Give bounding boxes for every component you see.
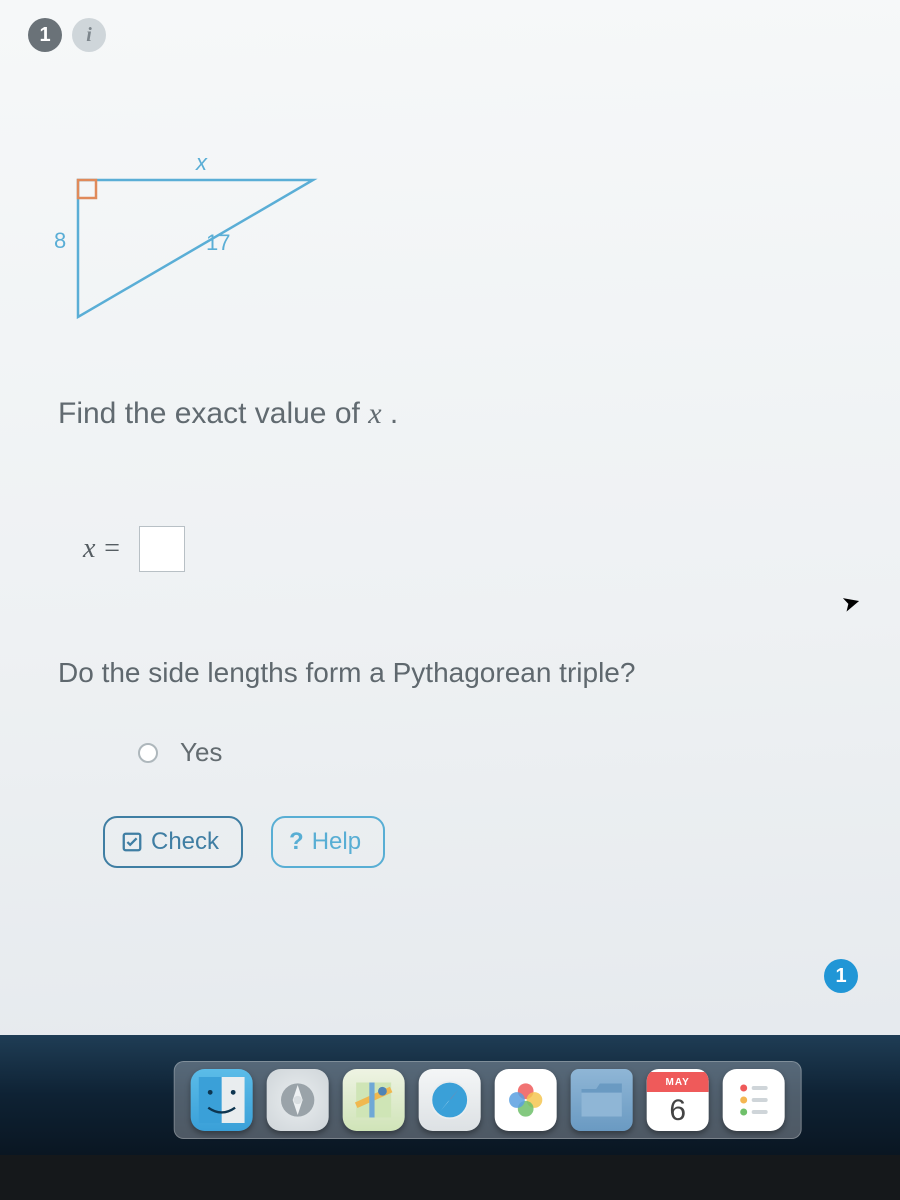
triangle-label-left: 8 [54,228,66,254]
question-2-text: Do the side lengths form a Pythagorean t… [58,657,872,689]
triangle-shape [78,180,313,317]
dock-reminders[interactable] [723,1069,785,1131]
check-button-label: Check [151,828,219,856]
desktop-wallpaper-strip: MAY 6 [0,1035,900,1155]
dock-safari[interactable] [419,1069,481,1131]
help-button-label: Help [312,828,361,856]
check-icon [121,831,143,853]
right-angle-marker [78,180,96,198]
cursor-icon: ➤ [839,588,864,618]
answer-lhs: x = [83,533,121,565]
info-icon[interactable]: i [72,18,106,52]
help-button[interactable]: ? Help [271,816,385,868]
attempt-count-badge: 1 [824,959,858,993]
dock-launchpad[interactable] [267,1069,329,1131]
q1-suffix: . [382,397,399,430]
question-header: 1 i [28,18,872,52]
answer-row: x = [83,526,872,572]
triangle-label-hyp: 17 [206,230,230,256]
triangle-diagram: x 8 17 [58,172,358,342]
macos-dock: MAY 6 [174,1061,802,1139]
question-1-text: Find the exact value of x . [58,397,872,431]
help-icon: ? [289,828,304,856]
monitor-bezel [0,1155,900,1200]
action-buttons: Check ? Help [103,816,872,868]
calendar-day-label: 6 [669,1094,686,1128]
dock-maps[interactable] [343,1069,405,1131]
dock-finder[interactable] [191,1069,253,1131]
dock-photos[interactable] [495,1069,557,1131]
q1-var: x [368,397,381,430]
answer-input[interactable] [139,526,185,572]
question-number-badge: 1 [28,18,62,52]
check-button[interactable]: Check [103,816,243,868]
calendar-month-label: MAY [647,1072,709,1092]
dock-downloads-folder[interactable] [571,1069,633,1131]
triangle-label-x: x [196,150,207,176]
dock-calendar[interactable]: MAY 6 [647,1069,709,1131]
q1-prefix: Find the exact value of [58,397,368,430]
radio-option-yes[interactable]: Yes [138,737,872,768]
radio-icon [138,743,158,763]
question-panel: 1 i x 8 17 Find the exact value of x . x… [0,0,900,1035]
radio-label-yes: Yes [180,737,222,768]
